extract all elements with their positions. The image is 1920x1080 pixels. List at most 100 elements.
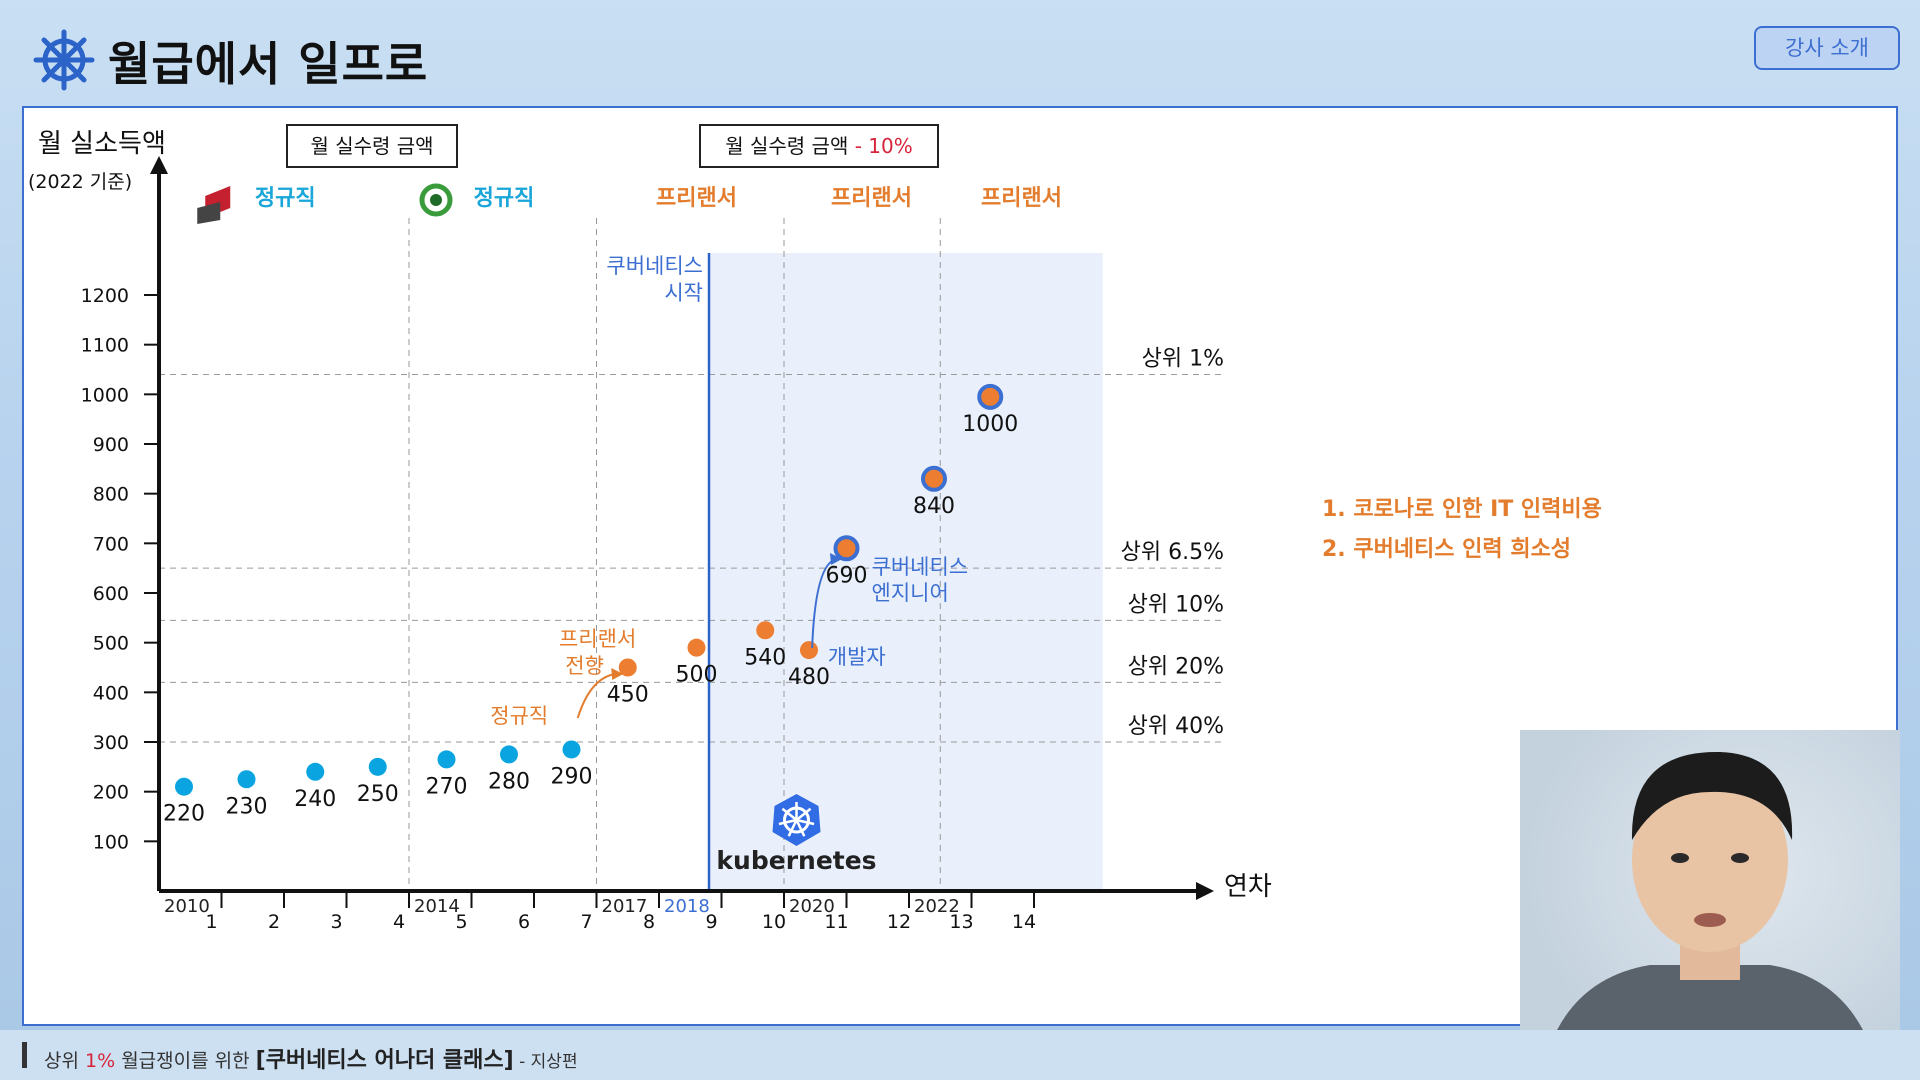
x-tick-label: 12 [887,911,911,933]
data-point-freelance [618,658,637,677]
x-tick-label: 9 [705,911,717,933]
footer-accent [22,1042,27,1068]
annotation-freelance-switch: 전향 [565,654,604,678]
data-point-k8s [977,383,1004,410]
data-label: 220 [163,802,205,827]
annotation-freelance-switch: 프리랜서 [559,627,636,651]
amount-box-label: 월 실수령 금액 [310,134,433,158]
x-tick-label: 13 [949,911,973,933]
kubernetes-start-label: 쿠버네티스 [606,254,703,278]
data-point-freelance [687,638,706,657]
year-label: 2022 [914,896,960,917]
era-label: 정규직 [474,186,535,211]
footer-caption: 상위 1% 월급쟁이를 위한 [쿠버네티스 어나더 클래스] - 지상편 [44,1042,578,1074]
annotation-arrow [576,673,616,719]
year-label: 2014 [414,896,460,917]
x-tick-label: 7 [580,911,592,933]
percentile-label: 상위 40% [1128,714,1224,739]
kubernetes-logo-icon [781,807,798,821]
x-tick-label: 5 [455,911,467,933]
era-label: 프리랜서 [981,186,1062,211]
annotation-arrowhead [830,553,842,565]
annotation-k8s-engineer: 쿠버네티스 [872,555,969,579]
data-point-regular [306,762,325,781]
presenter-webcam [1520,730,1900,1080]
y-axis-title: 월 실소득액 [38,129,166,159]
data-point-k8s [921,465,947,492]
instructor-intro-button[interactable]: 강사 소개 [1754,26,1900,70]
reason-item: 2. 쿠버네티스 인력 희소성 [1322,537,1571,562]
slide-header: 월급에서 일프로 강사 소개 [0,0,1920,105]
kubernetes-logo-icon [795,807,812,821]
x-tick-label: 11 [824,911,848,933]
kubernetes-logo-icon [778,818,797,826]
y-tick-label: 600 [93,583,129,605]
data-label: 450 [607,683,649,708]
x-tick-label: 1 [205,911,217,933]
data-label: 230 [226,794,268,819]
x-tick-label: 14 [1012,911,1036,933]
reason-item: 1. 코로나로 인한 IT 인력비용 [1322,497,1602,522]
amount-box-deduction: - 10% [848,134,912,158]
era-label: 프리랜서 [831,186,912,211]
company-b-logo-icon [430,194,442,206]
data-label: 690 [826,563,868,588]
data-point-regular [562,740,581,759]
data-point-regular [500,745,518,764]
x-axis-title: 연차 [1224,872,1272,902]
percentile-label: 상위 20% [1128,654,1224,679]
x-tick-label: 6 [518,911,530,933]
y-tick-label: 900 [93,434,129,456]
data-point-freelance [800,641,818,660]
data-point-regular [175,777,193,796]
y-tick-label: 500 [93,633,129,655]
data-label: 250 [357,782,399,807]
era-label: 정규직 [255,186,316,211]
data-label: 290 [551,764,593,789]
footer-bar: 상위 1% 월급쟁이를 위한 [쿠버네티스 어나더 클래스] - 지상편 [0,1030,1920,1080]
y-axis-arrow [150,156,168,174]
y-axis-subtitle: (2022 기준) [28,171,132,193]
y-tick-label: 1200 [81,285,129,307]
y-tick-label: 300 [93,732,129,754]
footer-middle: 월급쟁이를 위한 [115,1050,256,1072]
data-point-freelance [756,621,775,640]
x-tick-label: 8 [643,911,655,933]
data-label: 840 [913,494,955,519]
kubernetes-era-region [709,253,1103,891]
company-b-logo-icon [419,183,453,217]
data-label: 280 [488,769,530,794]
slide-title: 월급에서 일프로 [108,37,429,91]
amount-box-1 [699,124,939,168]
presenter-figure [1540,751,1880,1080]
percentile-label: 상위 6.5% [1121,540,1224,565]
kubernetes-logo-icon [796,818,815,826]
annotation-arrowhead [611,668,624,680]
footer-suffix: - 지상편 [513,1052,578,1072]
data-label: 500 [676,663,718,688]
kubernetes-wordmark: kubernetes [716,846,876,875]
data-label: 1000 [962,412,1018,437]
percentile-label: 상위 1% [1142,346,1224,371]
amount-box-0 [286,124,458,168]
amount-box-label: 월 실수령 금액 - 10% [725,134,913,158]
company-a-logo-icon [197,202,221,224]
data-point-k8s [833,535,860,562]
data-label: 540 [744,645,786,670]
x-tick-label: 2 [268,911,280,933]
x-tick-label: 4 [393,911,405,933]
x-tick-label: 10 [762,911,786,933]
footer-prefix: 상위 [44,1050,85,1072]
x-axis-arrow [1196,882,1214,900]
y-tick-label: 700 [93,533,129,555]
y-tick-label: 1000 [81,384,129,406]
kubernetes-start-label: 시작 [664,281,703,305]
year-label: 2010 [164,896,210,917]
data-point-regular [437,750,456,769]
footer-percent: 1% [85,1050,116,1072]
annotation-regular: 정규직 [490,704,548,728]
y-tick-label: 100 [93,831,129,853]
annotation-developer: 개발자 [828,645,886,669]
year-label: 2020 [789,896,835,917]
